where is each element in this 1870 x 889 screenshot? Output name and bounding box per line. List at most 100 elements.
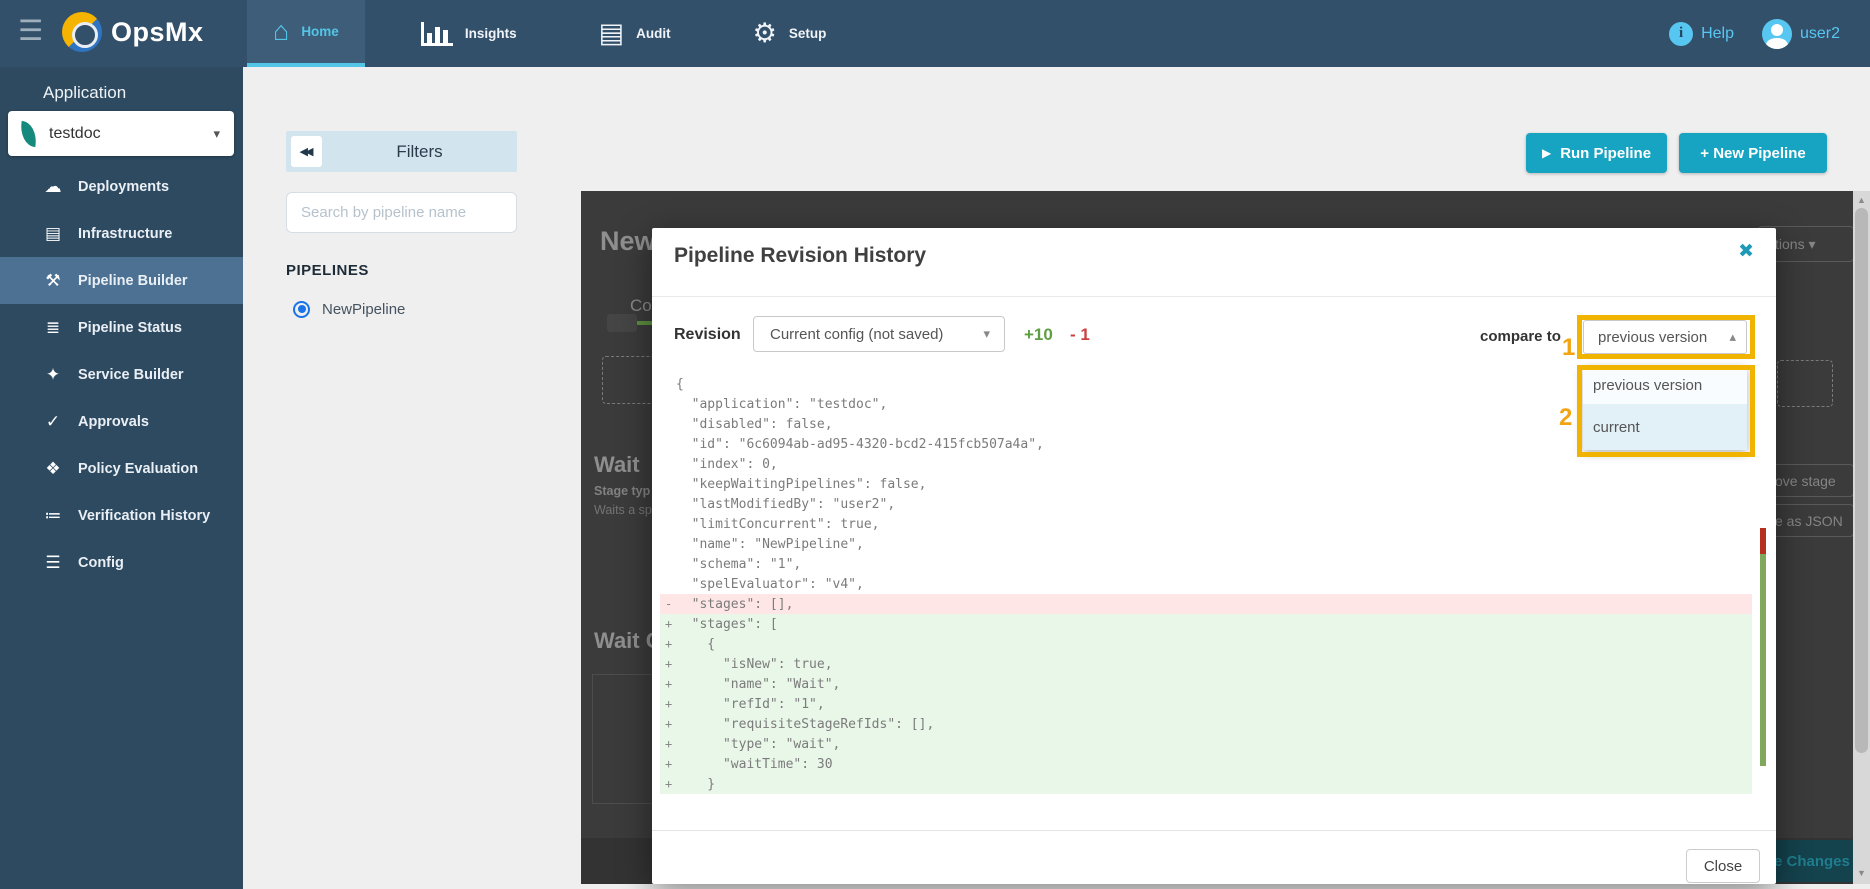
sidebar-item-pipeline-builder[interactable]: ⚒ Pipeline Builder	[0, 257, 243, 304]
navbar-right: i Help user2	[1669, 0, 1840, 67]
deployments-icon: ☁	[44, 176, 62, 196]
scroll-up-icon[interactable]: ▲	[1857, 195, 1866, 205]
user-avatar[interactable]	[1761, 18, 1792, 49]
diff-line: + "requisiteStageRefIds": [],	[660, 714, 1752, 734]
diff-line: "keepWaitingPipelines": false,	[660, 474, 1752, 494]
diff-line-marker: +	[665, 757, 673, 771]
diff-line-content: "keepWaitingPipelines": false,	[676, 476, 927, 492]
diff-line-content: "requisiteStageRefIds": [],	[676, 716, 935, 732]
compare-to-select[interactable]: previous version ▴	[1583, 320, 1747, 354]
filters-panel-header[interactable]: ◀◀ Filters	[286, 131, 517, 172]
pipeline-name: NewPipeline	[322, 300, 406, 318]
run-pipeline-button[interactable]: ▶ Run Pipeline	[1526, 133, 1667, 173]
hamburger-menu-icon[interactable]: ☰	[18, 15, 44, 46]
diff-line: "index": 0,	[660, 454, 1752, 474]
modal-header-divider	[652, 296, 1776, 297]
diff-line-content: "refId": "1",	[676, 696, 825, 712]
audit-book-icon: ▤	[598, 18, 625, 48]
sidebar: Application testdoc ▾ ☁ Deployments ▤ Infra…	[0, 67, 243, 889]
sidebar-item-deployments[interactable]: ☁ Deployments	[0, 163, 243, 210]
diff-line-content: "schema": "1",	[676, 556, 802, 572]
collapse-filters-icon[interactable]: ◀◀	[291, 136, 322, 167]
insights-bar-chart-icon	[420, 21, 453, 46]
compare-to-label: compare to	[1480, 328, 1561, 345]
diff-minimap-removed	[1760, 528, 1766, 554]
pipeline-search-input[interactable]	[286, 192, 517, 233]
pipelines-section-label: PIPELINES	[286, 262, 369, 279]
sidebar-item-verification-history[interactable]: ≔ Verification History	[0, 492, 243, 539]
chevron-down-icon: ▾	[213, 125, 220, 141]
play-icon: ▶	[1541, 146, 1552, 160]
new-pipeline-button[interactable]: + New Pipeline	[1679, 133, 1827, 173]
sidebar-item-label: Deployments	[78, 178, 170, 195]
tab-insights[interactable]: Insights	[395, 0, 543, 67]
background-stage-node	[607, 314, 637, 332]
json-diff-viewer: { "application": "testdoc", "disabled": …	[660, 374, 1752, 794]
tab-audit[interactable]: ▤ Audit	[573, 0, 697, 67]
diff-line-marker: +	[665, 717, 673, 731]
diff-line-content: "index": 0,	[676, 456, 778, 472]
sidebar-item-service-builder[interactable]: ✦ Service Builder	[0, 351, 243, 398]
sidebar-item-label: Pipeline Status	[78, 319, 182, 336]
revision-select-value: Current config (not saved)	[770, 325, 944, 343]
modal-footer-divider	[652, 830, 1776, 831]
tab-label: Setup	[788, 26, 827, 41]
diff-line: "limitConcurrent": true,	[660, 514, 1752, 534]
sidebar-item-config[interactable]: ☰ Config	[0, 539, 243, 586]
pipeline-radio[interactable]	[293, 300, 310, 318]
background-stage-desc: Waits a sp	[594, 503, 652, 517]
diff-line-content: "name": "Wait",	[676, 676, 841, 692]
close-button[interactable]: Close	[1686, 849, 1760, 883]
sidebar-menu: ☁ Deployments ▤ Infrastructure ⚒ Pipeline Bui…	[0, 163, 243, 586]
verification-history-icon: ≔	[44, 505, 62, 525]
help-info-icon[interactable]: i	[1669, 21, 1694, 46]
diff-line: "lastModifiedBy": "user2",	[660, 494, 1752, 514]
sidebar-item-label: Approvals	[78, 413, 149, 430]
diff-line-marker: +	[665, 737, 673, 751]
filters-title: Filters	[396, 141, 443, 161]
vertical-scrollbar[interactable]: ▲ ▼	[1853, 191, 1870, 884]
pipeline-status-icon: ≣	[45, 317, 61, 337]
diff-line-content: "isNew": true,	[676, 656, 833, 672]
sidebar-item-approvals[interactable]: ✓ Approvals	[0, 398, 243, 445]
diff-line-content: "spelEvaluator": "v4",	[676, 576, 864, 592]
application-selector[interactable]: testdoc ▾	[8, 111, 234, 156]
background-dashed-dropzone-left	[602, 356, 659, 404]
diff-line-content: "stages": [	[676, 616, 778, 632]
background-config-panel	[592, 674, 654, 804]
diff-removed-count: - 1	[1070, 325, 1090, 344]
close-icon[interactable]: ✖	[1738, 241, 1754, 262]
diff-line: + "waitTime": 30	[660, 754, 1752, 774]
sidebar-item-label: Pipeline Builder	[78, 272, 188, 289]
tab-setup[interactable]: ⚙ Setup	[727, 0, 853, 67]
tab-label: Insights	[464, 26, 517, 41]
diff-line: + }	[660, 774, 1752, 794]
chevron-down-icon: ▾	[983, 326, 990, 341]
scroll-down-icon[interactable]: ▼	[1857, 868, 1866, 878]
user-menu[interactable]: user2	[1799, 24, 1840, 42]
chevron-up-icon: ▴	[1729, 329, 1736, 344]
revision-select[interactable]: Current config (not saved) ▾	[753, 316, 1005, 352]
scrollbar-thumb[interactable]	[1855, 208, 1868, 753]
sidebar-item-infrastructure[interactable]: ▤ Infrastructure	[0, 210, 243, 257]
compare-option-previous-version[interactable]: previous version	[1593, 376, 1703, 394]
help-link[interactable]: Help	[1701, 24, 1734, 42]
compare-option-current[interactable]: current	[1583, 404, 1747, 450]
tab-home[interactable]: ⌂ Home	[247, 0, 365, 67]
compare-to-select-value: previous version	[1598, 328, 1708, 346]
sidebar-item-policy-evaluation[interactable]: ❖ Policy Evaluation	[0, 445, 243, 492]
application-selector-value: testdoc	[49, 124, 101, 142]
top-navbar: ☰ OpsMx ⌂ Home Insights ▤ Audit ⚙ Setup i Help…	[0, 0, 1870, 67]
diff-line-marker: -	[665, 597, 673, 611]
sidebar-item-pipeline-status[interactable]: ≣ Pipeline Status	[0, 304, 243, 351]
sidebar-item-label: Infrastructure	[78, 225, 173, 242]
approvals-check-icon: ✓	[45, 411, 61, 431]
diff-line: + {	[660, 634, 1752, 654]
pipeline-list: NewPipeline	[293, 296, 405, 322]
pipeline-list-item[interactable]: NewPipeline	[293, 296, 405, 322]
revision-label: Revision	[674, 326, 741, 343]
setup-gear-icon: ⚙	[752, 18, 777, 48]
annotation-number-1: 1	[1562, 334, 1576, 361]
annotation-number-2: 2	[1559, 404, 1573, 431]
